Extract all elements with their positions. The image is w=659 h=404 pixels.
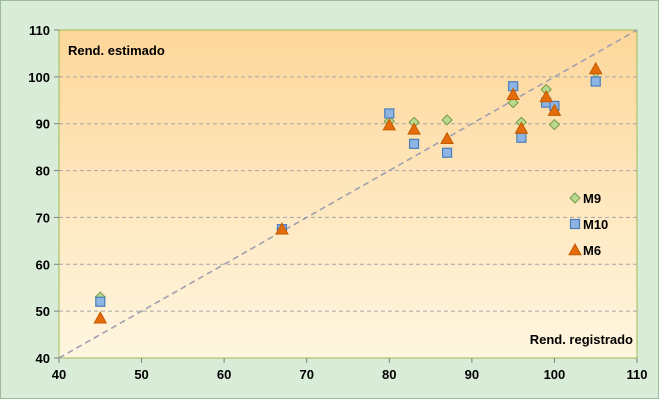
y-tick-label: 50 [36, 304, 50, 319]
x-tick-label: 50 [134, 367, 148, 382]
y-tick-label: 70 [36, 210, 50, 225]
x-tick-label: 90 [465, 367, 479, 382]
x-tick-label: 40 [52, 367, 66, 382]
x-tick-label: 80 [382, 367, 396, 382]
point-m10-2 [384, 108, 395, 119]
point-m6-1 [275, 222, 289, 235]
legend-label-m9: M9 [583, 191, 601, 206]
point-m6-7 [539, 89, 554, 103]
y-tick-label: 90 [36, 117, 50, 132]
identity-reference-line [58, 29, 638, 359]
point-m10-9 [590, 76, 601, 87]
point-m10-6 [516, 132, 527, 143]
point-m6-0 [93, 311, 108, 324]
y-tick-label: 100 [28, 70, 50, 85]
grid-lines [59, 76, 637, 312]
point-m9-8 [548, 118, 561, 131]
x-axis-title: Rend. registrado [530, 332, 633, 347]
y-tick-label: 60 [36, 257, 50, 272]
point-m6-4 [440, 131, 454, 145]
x-tick-label: 100 [544, 367, 566, 382]
point-m6-2 [382, 118, 397, 131]
legend-marker-m6 [568, 242, 582, 256]
point-m6-5 [506, 87, 520, 100]
legend-label-m6: M6 [583, 243, 601, 258]
point-m9-5 [507, 96, 519, 109]
legend-marker-m10 [569, 218, 581, 230]
legend-label-m10: M10 [583, 217, 608, 232]
point-m6-6 [514, 121, 529, 134]
y-tick-label: 110 [29, 23, 50, 38]
legend: M9 M10 M6 [568, 191, 608, 258]
point-m6-9 [588, 61, 603, 75]
point-m6-3 [407, 122, 421, 135]
point-m10-0 [95, 296, 106, 307]
axis-ticks: 40 50 60 70 80 90 100 110 40 50 60 70 80 90 100 110 [28, 23, 647, 382]
data-points [93, 61, 603, 324]
point-m10-3 [408, 138, 420, 149]
x-tick-label: 110 [627, 367, 648, 382]
y-axis-title: Rend. estimado [68, 43, 165, 58]
y-tick-label: 40 [36, 351, 50, 366]
reference-line [58, 29, 638, 359]
point-m6-8 [547, 103, 562, 116]
x-tick-label: 70 [299, 367, 313, 382]
legend-marker-m9 [569, 192, 581, 204]
point-m10-4 [441, 147, 453, 158]
point-m9-4 [441, 114, 453, 126]
y-tick-label: 80 [36, 164, 50, 179]
x-tick-label: 60 [217, 367, 231, 382]
